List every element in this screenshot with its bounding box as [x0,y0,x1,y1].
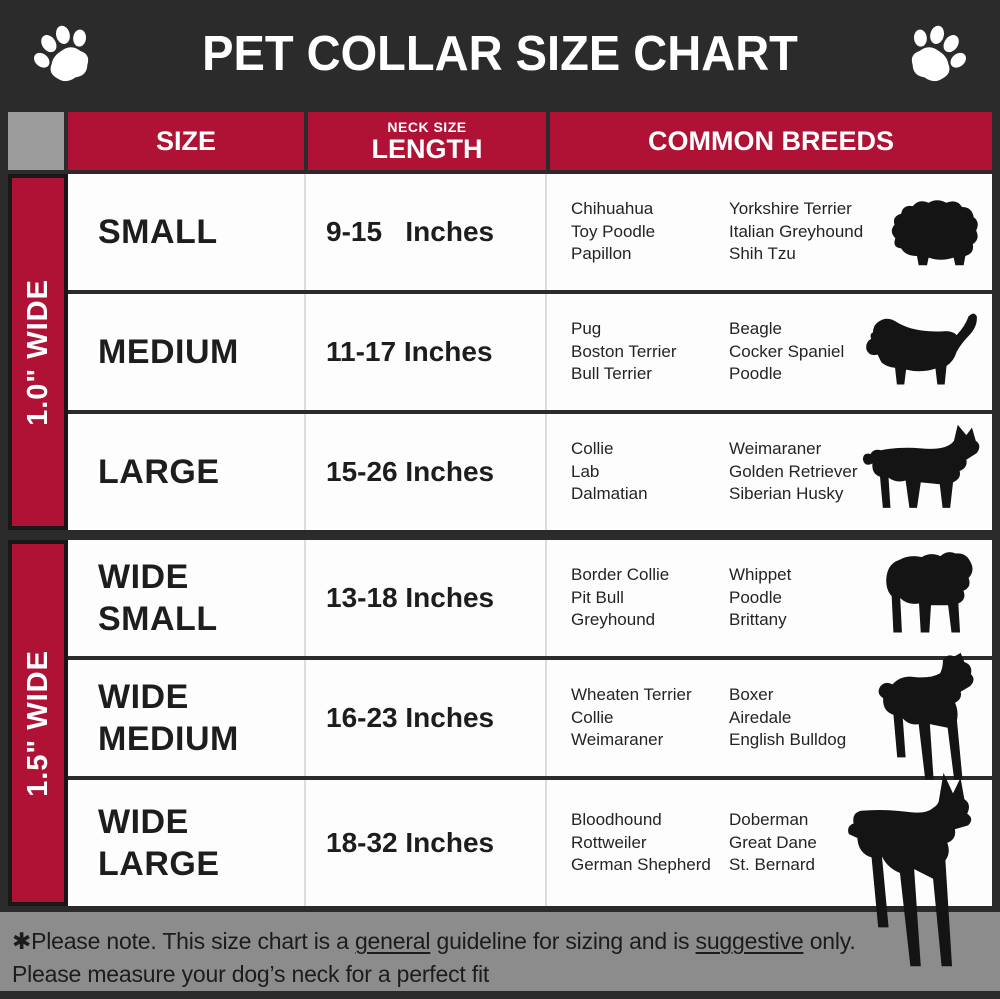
width-band-1-0: 1.0" WIDE [8,174,68,530]
corner-block [8,112,64,170]
breed-list-right: Yorkshire Terrier Italian Greyhound Shih… [729,198,864,264]
size-cell: SMALL [68,174,306,290]
breed-list-right: Weimaraner Golden Retriever Siberian Hus… [729,438,858,504]
pit-bull-silhouette-icon [872,652,984,786]
note-line-2: Please measure your dog’s neck for a per… [12,961,490,987]
table-row-small: SMALL 9-15 Inches Chihuahua Toy Poodle P… [68,174,992,290]
neck-length-cell: 16-23 Inches [306,660,547,776]
breed-list-left: Border Collie Pit Bull Greyhound [571,564,670,630]
breed-list-left: Wheaten Terrier Collie Weimaraner [571,684,692,750]
table-row-wide-large: WIDE LARGE 18-32 Inches Bloodhound Rottw… [68,772,992,967]
breeds-cell: Pug Boston Terrier Bull Terrier Beagle C… [547,294,992,410]
column-header-size: SIZE [68,112,304,170]
paw-print-icon [17,10,110,97]
column-header-common-breeds: COMMON BREEDS [550,112,992,170]
neck-length-cell: 18-32 Inches [306,780,547,906]
breed-list-right: Doberman Great Dane St. Bernard [729,809,817,875]
table-row-wide-small: WIDE SMALL 13-18 Inches Border Collie Pi… [68,540,992,656]
table-row-wide-medium: WIDE MEDIUM 16-23 Inches Wheaten Terrier… [68,652,992,780]
size-cell: MEDIUM [68,294,306,410]
breeds-cell: Border Collie Pit Bull Greyhound Whippet… [547,540,992,656]
width-band-1-5: 1.5" WIDE [8,540,68,906]
column-header-neck-top-label: NECK SIZE [387,118,467,135]
width-band-1-0-label: 1.0" WIDE [21,278,54,426]
table-header-row: SIZE NECK SIZE LENGTH COMMON BREEDS [8,112,992,170]
neck-length-cell: 9-15 Inches [306,174,547,290]
breeds-cell: Bloodhound Rottweiler German Shepherd Do… [547,772,992,967]
neck-length-cell: 13-18 Inches [306,540,547,656]
table-row-large: LARGE 15-26 Inches Collie Lab Dalmatian … [68,414,992,530]
neck-length-cell: 15-26 Inches [306,414,547,530]
breeds-cell: Chihuahua Toy Poodle Papillon Yorkshire … [547,174,992,290]
doberman-silhouette-icon [846,770,988,974]
group-1-0-wide: 1.0" WIDE SMALL 9-15 Inches Chihuahua To… [8,174,992,530]
paw-print-icon [891,10,984,97]
breeds-cell: Collie Lab Dalmatian Weimaraner Golden R… [547,414,992,530]
breed-list-left: Pug Boston Terrier Bull Terrier [571,318,677,384]
note-line-1: ✱Please note. This size chart is a gener… [12,928,856,954]
neck-length-cell: 11-17 Inches [306,294,547,410]
table-row-medium: MEDIUM 11-17 Inches Pug Boston Terrier B… [68,294,992,410]
size-cell: WIDE SMALL [68,540,306,656]
size-cell: LARGE [68,414,306,530]
german-shepherd-silhouette-icon [862,420,990,524]
breed-list-left: Chihuahua Toy Poodle Papillon [571,198,656,264]
width-band-1-5-label: 1.5" WIDE [21,649,54,797]
breed-list-right: Whippet Poodle Brittany [729,564,792,630]
bulldog-silhouette-icon [884,548,978,648]
group-divider [8,530,992,540]
breed-list-left: Collie Lab Dalmatian [571,438,648,504]
column-header-size-label: SIZE [155,125,216,156]
column-header-breeds-label: COMMON BREEDS [647,125,894,156]
title-bar: PET COLLAR SIZE CHART [0,0,1000,108]
column-header-neck-main-label: LENGTH [371,133,483,164]
size-cell: WIDE LARGE [68,780,306,906]
breeds-cell: Wheaten Terrier Collie Weimaraner Boxer … [547,652,992,780]
beagle-silhouette-icon [862,308,986,392]
group-1-5-wide: 1.5" WIDE WIDE SMALL 13-18 Inches Border… [8,540,992,967]
shih-tzu-silhouette-icon [882,196,982,272]
footer-note: ✱Please note. This size chart is a gener… [0,906,1000,999]
breed-list-left: Bloodhound Rottweiler German Shepherd [571,809,711,875]
breed-list-right: Beagle Cocker Spaniel Poodle [729,318,845,384]
breed-list-right: Boxer Airedale English Bulldog [729,684,847,750]
size-cell: WIDE MEDIUM [68,660,306,776]
page-title: PET COLLAR SIZE CHART [202,27,798,81]
column-header-neck-size: NECK SIZE LENGTH [308,112,546,170]
